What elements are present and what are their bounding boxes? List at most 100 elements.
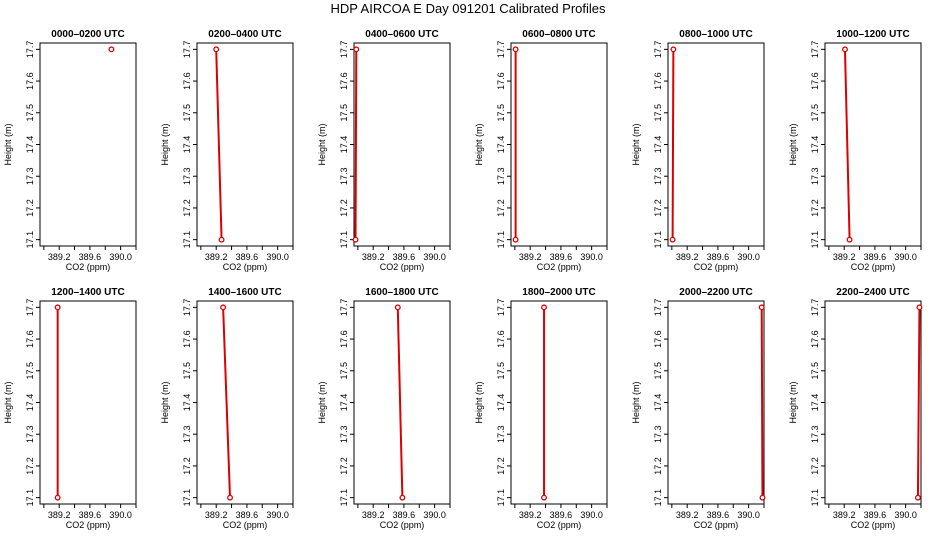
y-tick-label: 17.4 <box>496 394 506 412</box>
panel-title: 1800–2000 UTC <box>522 287 595 298</box>
panel-grid: 0000–0200 UTC 389.2 389.6 390.0 17.1 17.2 17.3… <box>3 29 923 530</box>
y-tick-label: 17.7 <box>810 41 820 59</box>
x-tick-label: 389.2 <box>205 252 228 262</box>
y-tick-label: 17.1 <box>182 489 192 507</box>
y-tick-label: 17.4 <box>496 136 506 154</box>
y-tick-label: 17.7 <box>339 299 349 317</box>
panel-title: 2200–2400 UTC <box>836 287 909 298</box>
panel-0: 0000–0200 UTC 389.2 389.6 390.0 17.1 17.2 17.3… <box>3 29 137 272</box>
y-tick-label: 17.3 <box>653 167 663 185</box>
y-axis-label: Height (m) <box>631 123 641 165</box>
data-point <box>916 304 923 311</box>
panel-title: 0600–0800 UTC <box>522 29 595 40</box>
y-tick-label: 17.5 <box>339 104 349 122</box>
data-point <box>108 46 115 53</box>
data-point <box>54 494 61 501</box>
y-tick-label: 17.1 <box>339 231 349 249</box>
y-tick-label: 17.5 <box>339 362 349 380</box>
data-point <box>512 46 519 53</box>
plot-frame <box>667 42 765 247</box>
data-point <box>394 304 401 311</box>
data-point <box>352 236 359 243</box>
panel-3: 0600–0800 UTC 389.2 389.6 390.0 17.1 17.2 17.3… <box>474 29 608 272</box>
panel-7: 1400–1600 UTC 389.2 389.6 390.0 17.1 17.2 17.3… <box>160 287 294 530</box>
y-tick-label: 17.2 <box>496 457 506 475</box>
panel-title: 1000–1200 UTC <box>836 29 909 40</box>
x-tick-label: 389.2 <box>519 510 542 520</box>
x-tick-label: 390.0 <box>266 510 289 520</box>
plot-frame <box>39 300 137 505</box>
x-tick-label: 389.6 <box>79 510 102 520</box>
panel-title: 0200–0400 UTC <box>208 29 281 40</box>
y-tick-label: 17.6 <box>339 330 349 348</box>
x-tick-label: 389.6 <box>393 510 416 520</box>
x-tick-label: 390.0 <box>580 510 603 520</box>
x-tick-label: 390.0 <box>737 252 760 262</box>
profile-line <box>354 49 358 240</box>
y-tick-label: 17.7 <box>339 41 349 59</box>
y-tick-label: 17.2 <box>339 457 349 475</box>
panel-title: 0000–0200 UTC <box>51 29 124 40</box>
y-tick-label: 17.5 <box>25 362 35 380</box>
x-tick-label: 390.0 <box>423 510 446 520</box>
y-tick-label: 17.1 <box>653 231 663 249</box>
y-tick-label: 17.7 <box>496 299 506 317</box>
y-tick-label: 17.2 <box>810 457 820 475</box>
y-tick-label: 17.1 <box>496 489 506 507</box>
y-tick-label: 17.4 <box>653 136 663 154</box>
x-tick-label: 389.6 <box>707 510 730 520</box>
panel-title: 0400–0600 UTC <box>365 29 438 40</box>
panel-title: 0800–1000 UTC <box>679 29 752 40</box>
data-point <box>914 494 921 501</box>
x-tick-label: 390.0 <box>266 252 289 262</box>
x-axis-label: CO2 (ppm) <box>851 520 896 530</box>
panel-2: 0400–0600 UTC 389.2 389.6 390.0 17.1 17.2 17.3… <box>317 29 451 272</box>
x-axis-label: CO2 (ppm) <box>380 262 425 272</box>
y-tick-label: 17.6 <box>496 72 506 90</box>
y-tick-label: 17.1 <box>810 231 820 249</box>
data-point <box>213 46 220 53</box>
panel-1: 0200–0400 UTC 389.2 389.6 390.0 17.1 17.2 17.3… <box>160 29 294 272</box>
y-tick-label: 17.6 <box>339 72 349 90</box>
x-axis-label: CO2 (ppm) <box>537 262 582 272</box>
data-point <box>218 236 225 243</box>
y-axis-label: Height (m) <box>474 123 484 165</box>
panel-10: 2000–2200 UTC 389.2 389.6 390.0 17.1 17.2 17.3… <box>631 287 766 530</box>
data-point <box>670 46 677 53</box>
data-point <box>220 304 227 311</box>
y-tick-label: 17.7 <box>496 41 506 59</box>
y-tick-label: 17.7 <box>182 299 192 317</box>
plot-frame <box>196 42 294 247</box>
x-tick-label: 389.6 <box>550 252 573 262</box>
y-tick-label: 17.7 <box>25 41 35 59</box>
y-tick-label: 17.5 <box>496 104 506 122</box>
y-tick-label: 17.3 <box>653 425 663 443</box>
y-tick-label: 17.2 <box>25 457 35 475</box>
data-point <box>541 494 547 501</box>
y-axis-label: Height (m) <box>788 381 798 423</box>
y-tick-label: 17.3 <box>182 425 192 443</box>
plot-frame <box>824 42 922 247</box>
y-tick-label: 17.1 <box>25 231 35 249</box>
plot-frame <box>39 42 137 247</box>
y-tick-label: 17.7 <box>653 299 663 317</box>
data-point <box>669 236 676 243</box>
y-tick-label: 17.5 <box>810 362 820 380</box>
plot-frame <box>510 42 608 247</box>
x-tick-label: 389.2 <box>362 252 385 262</box>
y-axis-label: Height (m) <box>317 123 327 165</box>
x-axis-label: CO2 (ppm) <box>380 520 425 530</box>
y-tick-label: 17.6 <box>653 330 663 348</box>
x-tick-label: 390.0 <box>894 510 917 520</box>
y-tick-label: 17.2 <box>653 199 663 217</box>
x-axis-label: CO2 (ppm) <box>851 262 896 272</box>
y-tick-label: 17.4 <box>653 394 663 412</box>
y-tick-label: 17.2 <box>182 199 192 217</box>
y-tick-label: 17.4 <box>25 394 35 412</box>
y-tick-label: 17.6 <box>25 72 35 90</box>
x-tick-label: 390.0 <box>109 510 132 520</box>
y-tick-label: 17.3 <box>339 167 349 185</box>
y-tick-label: 17.3 <box>810 425 820 443</box>
x-tick-label: 389.6 <box>550 510 573 520</box>
y-tick-label: 17.7 <box>810 299 820 317</box>
